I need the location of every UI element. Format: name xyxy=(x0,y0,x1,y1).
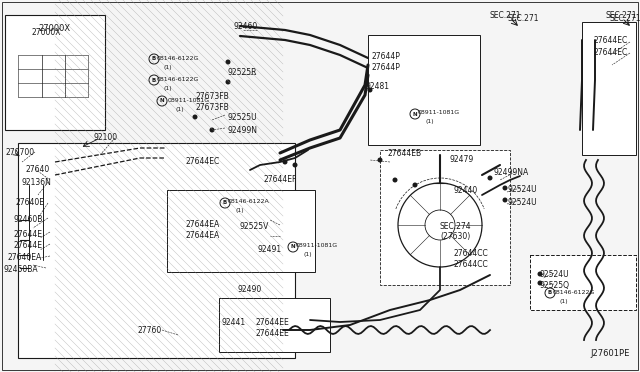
Bar xyxy=(582,22,636,155)
Text: 27644EA: 27644EA xyxy=(185,231,220,240)
Text: 92441: 92441 xyxy=(222,318,246,327)
Circle shape xyxy=(502,186,508,190)
Text: 08146-6122G: 08146-6122G xyxy=(157,56,200,61)
Text: 92499N: 92499N xyxy=(228,126,258,135)
Text: (1): (1) xyxy=(303,252,312,257)
Circle shape xyxy=(292,163,298,167)
Text: 27000X: 27000X xyxy=(32,28,61,37)
Bar xyxy=(18,83,88,97)
Text: SEC.271: SEC.271 xyxy=(508,14,540,23)
Text: 27644EC: 27644EC xyxy=(594,48,628,57)
Text: 92491: 92491 xyxy=(257,245,281,254)
Text: 27000X: 27000X xyxy=(38,24,70,33)
Bar xyxy=(6,16,102,128)
Text: 27644EC: 27644EC xyxy=(594,36,628,45)
Circle shape xyxy=(538,280,543,285)
Text: B: B xyxy=(548,291,552,295)
Text: 27644E: 27644E xyxy=(14,241,43,250)
Bar xyxy=(219,298,330,352)
Text: 27644P: 27644P xyxy=(372,52,401,61)
Circle shape xyxy=(392,177,397,183)
Circle shape xyxy=(282,160,287,164)
Text: 27644P: 27644P xyxy=(372,63,401,72)
Text: J27601PE: J27601PE xyxy=(591,349,630,358)
Circle shape xyxy=(502,198,508,202)
Text: 08911-1081G: 08911-1081G xyxy=(418,110,460,115)
Text: N: N xyxy=(160,99,164,103)
Circle shape xyxy=(413,183,417,187)
Text: SEC.274: SEC.274 xyxy=(440,222,472,231)
Text: 27644EC: 27644EC xyxy=(186,157,220,166)
Text: 27644EE: 27644EE xyxy=(255,329,289,338)
Text: (1): (1) xyxy=(164,65,173,70)
Bar xyxy=(368,35,480,145)
Text: (27630): (27630) xyxy=(440,232,470,241)
Circle shape xyxy=(209,128,214,132)
Text: 92525U: 92525U xyxy=(228,113,258,122)
Text: 27644EB: 27644EB xyxy=(388,149,422,158)
Text: 92440: 92440 xyxy=(454,186,478,195)
Circle shape xyxy=(488,176,493,180)
Bar xyxy=(55,148,283,353)
Text: 27644CC: 27644CC xyxy=(454,260,489,269)
Bar xyxy=(5,15,105,130)
Text: 92479: 92479 xyxy=(450,155,474,164)
Text: SEC.271: SEC.271 xyxy=(490,11,522,20)
Text: 27644EA: 27644EA xyxy=(185,220,220,229)
Text: N: N xyxy=(291,244,295,250)
Text: 27673FB: 27673FB xyxy=(195,92,228,101)
Text: 08146-6122G: 08146-6122G xyxy=(553,290,595,295)
Text: 92499NA: 92499NA xyxy=(494,168,529,177)
Text: 27644EE: 27644EE xyxy=(255,318,289,327)
Circle shape xyxy=(378,157,383,163)
Text: 92490: 92490 xyxy=(238,285,262,294)
Text: (1): (1) xyxy=(235,208,244,213)
Text: 92460B: 92460B xyxy=(14,215,44,224)
Circle shape xyxy=(538,272,543,276)
Text: SEC.271: SEC.271 xyxy=(605,11,637,20)
Bar xyxy=(380,150,510,285)
Text: (1): (1) xyxy=(560,299,568,304)
Text: 92136N: 92136N xyxy=(22,178,52,187)
Text: 27644CC: 27644CC xyxy=(454,249,489,258)
Text: 92525Q: 92525Q xyxy=(540,281,570,290)
Text: SEC.271: SEC.271 xyxy=(610,14,640,23)
Text: (1): (1) xyxy=(425,119,434,124)
Text: 27640E: 27640E xyxy=(16,198,45,207)
Text: 27640: 27640 xyxy=(25,165,49,174)
Text: 92524U: 92524U xyxy=(540,270,570,279)
Text: (1): (1) xyxy=(175,107,184,112)
Circle shape xyxy=(367,87,372,93)
Bar xyxy=(167,190,315,272)
Bar xyxy=(18,143,295,358)
Text: 270700: 270700 xyxy=(6,148,35,157)
Text: 27673FB: 27673FB xyxy=(195,103,228,112)
Text: 92481: 92481 xyxy=(366,82,390,91)
Circle shape xyxy=(225,80,230,84)
Circle shape xyxy=(225,60,230,64)
Text: 08911-1081G: 08911-1081G xyxy=(168,98,210,103)
Text: 27640EA: 27640EA xyxy=(8,253,42,262)
Text: B: B xyxy=(223,201,227,205)
Text: 27760: 27760 xyxy=(138,326,163,335)
Text: 92525V: 92525V xyxy=(240,222,269,231)
Circle shape xyxy=(193,115,198,119)
Text: N: N xyxy=(413,112,417,116)
Bar xyxy=(530,255,636,310)
Text: 92525R: 92525R xyxy=(228,68,257,77)
Text: 92524U: 92524U xyxy=(507,198,536,207)
Text: B: B xyxy=(152,57,156,61)
Text: 92460BA: 92460BA xyxy=(4,265,38,274)
Text: 27644EF: 27644EF xyxy=(263,175,296,184)
Text: 92100: 92100 xyxy=(93,133,117,142)
Text: B: B xyxy=(152,77,156,83)
Text: 92524U: 92524U xyxy=(507,185,536,194)
Text: 92460: 92460 xyxy=(233,22,257,31)
Text: 08911-1081G: 08911-1081G xyxy=(296,243,338,248)
Text: (1): (1) xyxy=(164,86,173,91)
Bar xyxy=(20,145,293,356)
Text: 08146-6122G: 08146-6122G xyxy=(157,77,200,82)
Text: 08146-6122A: 08146-6122A xyxy=(228,199,269,204)
Text: 27644E: 27644E xyxy=(14,230,43,239)
